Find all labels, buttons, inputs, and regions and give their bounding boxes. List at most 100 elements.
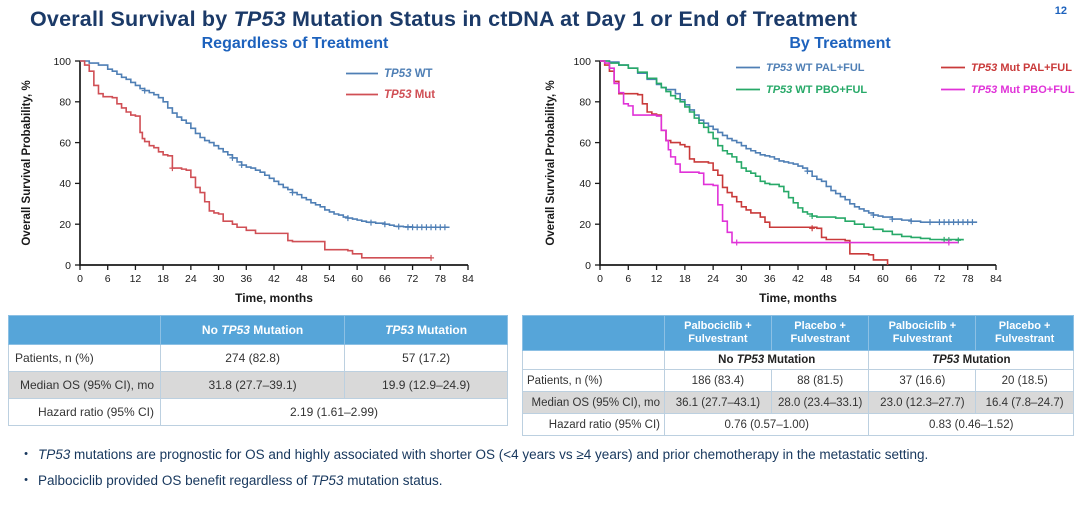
bullet-text-2: Palbociclib provided OS benefit regardle… — [38, 472, 443, 488]
legend-entry-tp53-wt-pbo-ful: TP53 WT PBO+FUL — [766, 84, 867, 96]
x-tick-label: 18 — [157, 273, 169, 285]
row-label-median-os: Median OS (95% CI), mo — [522, 391, 665, 415]
legend-entry-tp53-mut-pal-ful: TP53 Mut PAL+FUL — [971, 62, 1072, 74]
censor-mark — [945, 239, 952, 246]
censor-mark — [870, 212, 877, 219]
table-row: Hazard ratio (95% CI) 2.19 (1.61–2.99) — [8, 398, 508, 426]
y-tick-label: 20 — [59, 219, 71, 231]
table-cell: 31.8 (27.7–39.1) — [159, 371, 346, 399]
x-tick-label: 48 — [820, 273, 832, 285]
bullet-marker: • — [24, 473, 28, 486]
censor-mark — [229, 154, 236, 161]
x-tick-label: 6 — [105, 273, 111, 285]
legend-entry-tp53-mut: TP53 Mut — [384, 89, 435, 101]
series-tp53-wt — [80, 60, 450, 229]
table-cell: 28.0 (23.4–33.1) — [770, 391, 870, 415]
censor-mark — [889, 216, 896, 223]
col-header-palbociclib-fulvestrant-1: Palbociclib + Fulvestrant — [664, 314, 772, 352]
y-tick-label: 20 — [579, 219, 591, 231]
y-tick-label: 100 — [53, 56, 71, 68]
table-cell: 16.4 (7.8–24.7) — [975, 391, 1074, 415]
censor-mark — [395, 223, 402, 230]
chart-section-by-treatment: By Treatment 0 6 12 18 24 30 36 42 48 54 60 66 72 78 8… — [520, 32, 1080, 311]
table-cell: 186 (83.4) — [664, 369, 772, 393]
col-header-placebo-fulvestrant-1: Placebo + Fulvestrant — [770, 314, 870, 352]
censor-mark — [809, 213, 816, 220]
x-tick-label: 84 — [990, 273, 1002, 285]
x-tick-label: 66 — [379, 273, 391, 285]
x-tick-label: 48 — [296, 273, 308, 285]
censor-mark — [809, 225, 816, 232]
series-tp53-mut — [80, 60, 432, 259]
table-cell: 57 (17.2) — [344, 344, 508, 372]
censor-mark — [141, 87, 148, 94]
km-chart-by-treatment: 0 6 12 18 24 30 36 42 48 54 60 66 72 78 84 0 20 40 60 80 100… — [545, 56, 1075, 305]
x-tick-label: 54 — [324, 273, 336, 285]
row-label-hazard-ratio: Hazard ratio (95% CI) — [522, 413, 665, 437]
x-axis-label: Time, months — [235, 291, 313, 305]
censor-mark — [289, 189, 296, 196]
censor-mark — [441, 224, 448, 231]
y-axis-label: Overall Survival Probability, % — [21, 80, 33, 245]
x-tick-label: 36 — [240, 273, 252, 285]
table-corner-cell — [8, 315, 161, 345]
table-cell: 36.1 (27.7–43.1) — [664, 391, 772, 415]
table-header-row: No TP53 Mutation TP53 Mutation — [8, 315, 508, 345]
table-cell: 274 (82.8) — [159, 344, 346, 372]
table-cell: 19.9 (12.9–24.9) — [344, 371, 508, 399]
x-tick-label: 42 — [792, 273, 804, 285]
table-row: Median OS (95% CI), mo 31.8 (27.7–39.1) … — [8, 371, 508, 399]
summary-table-by-treatment: Palbociclib + Fulvestrant Placebo + Fulv… — [522, 314, 1074, 437]
chart-subtitle-regardless: Regardless of Treatment — [201, 35, 389, 52]
table-row: Patients, n (%) 274 (82.8) 57 (17.2) — [8, 344, 508, 372]
table-cell-hazard-ratio-mutation: 0.83 (0.46–1.52) — [868, 413, 1074, 437]
bullet-marker: • — [24, 448, 28, 461]
x-tick-label: 66 — [905, 273, 917, 285]
censor-mark — [344, 215, 351, 222]
x-tick-label: 60 — [877, 273, 889, 285]
x-tick-label: 0 — [597, 273, 603, 285]
y-tick-label: 40 — [59, 178, 71, 190]
page-number: 12 — [1054, 5, 1067, 17]
row-label-hazard-ratio: Hazard ratio (95% CI) — [8, 398, 161, 426]
y-tick-label: 80 — [579, 97, 591, 109]
censor-mark — [927, 219, 933, 226]
table-cell: 20 (18.5) — [975, 369, 1074, 393]
y-tick-label: 40 — [579, 178, 591, 190]
y-tick-label: 60 — [59, 137, 71, 149]
row-label-patients: Patients, n (%) — [522, 369, 665, 393]
censor-mark — [381, 221, 388, 228]
row-label-median-os: Median OS (95% CI), mo — [8, 371, 161, 399]
censor-mark — [908, 218, 915, 225]
x-tick-label: 72 — [407, 273, 419, 285]
col-header-palbociclib-fulvestrant-2: Palbociclib + Fulvestrant — [868, 314, 977, 352]
x-tick-label: 0 — [77, 273, 83, 285]
y-tick-label: 60 — [579, 137, 591, 149]
censor-mark — [969, 219, 976, 226]
y-tick-label: 80 — [59, 97, 71, 109]
series-tp53-wt-pbo-ful — [600, 60, 964, 241]
x-tick-label: 6 — [625, 273, 631, 285]
censor-mark — [368, 219, 374, 226]
censor-mark — [804, 168, 811, 175]
x-tick-label: 78 — [434, 273, 446, 285]
series-tp53-mut-pal-ful — [600, 60, 889, 265]
table-row: Median OS (95% CI), mo 36.1 (27.7–43.1) … — [522, 391, 1074, 415]
x-tick-label: 72 — [934, 273, 946, 285]
legend-entry-tp53-mut-pbo-ful: TP53 Mut PBO+FUL — [971, 84, 1075, 96]
table-row: Hazard ratio (95% CI) 0.76 (0.57–1.00) 0… — [522, 413, 1074, 437]
table-group-header-row: No TP53 Mutation TP53 Mutation — [522, 350, 1074, 371]
table-cell: 37 (16.6) — [868, 369, 977, 393]
censor-mark — [169, 165, 176, 172]
censor-mark — [733, 239, 740, 246]
group-header-empty — [522, 350, 665, 371]
x-tick-label: 54 — [849, 273, 861, 285]
group-header-tp53-mutation: TP53 Mutation — [868, 350, 1074, 371]
bullet-item-1: • TP53 mutations are prognostic for OS a… — [14, 445, 1072, 464]
x-tick-label: 30 — [213, 273, 225, 285]
table-header-row: Palbociclib + Fulvestrant Placebo + Fulv… — [522, 314, 1074, 352]
series-tp53-wt-pal-ful — [600, 60, 978, 223]
x-tick-label: 84 — [462, 273, 474, 285]
censor-mark — [428, 254, 435, 261]
chart-section-regardless-of-treatment: Regardless of Treatment 0 6 12 18 24 30 36 42 48… — [0, 32, 520, 311]
